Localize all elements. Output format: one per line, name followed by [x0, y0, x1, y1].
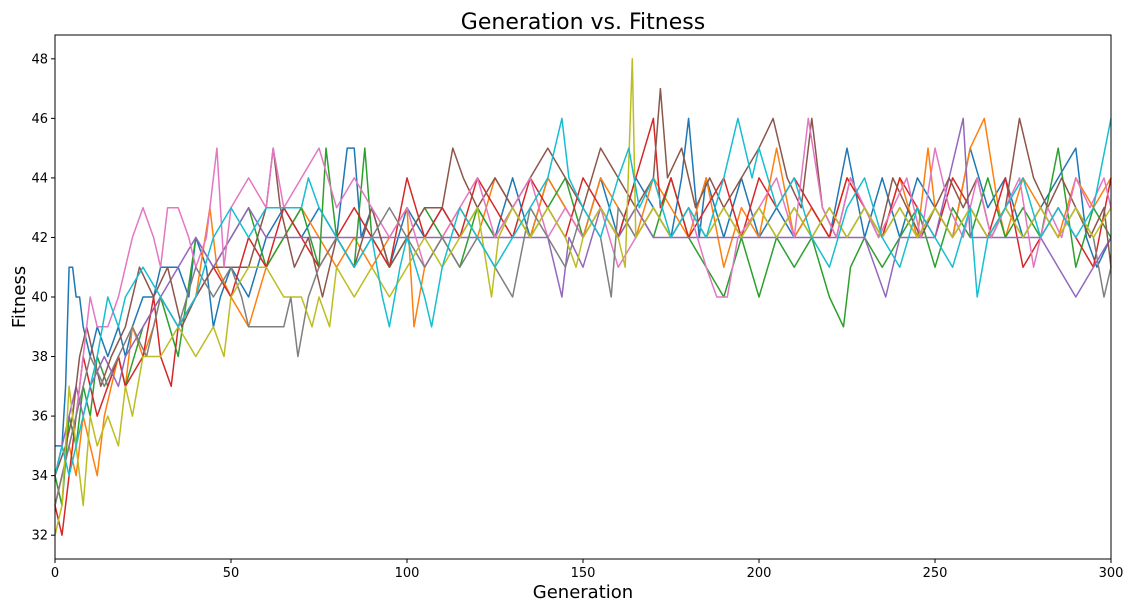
- x-tick-label: 50: [223, 566, 240, 581]
- y-tick-label: 34: [31, 469, 48, 484]
- y-tick-label: 42: [31, 231, 48, 246]
- y-tick-label: 38: [31, 350, 48, 365]
- y-axis-label: Fitness: [9, 266, 30, 328]
- x-tick-label: 200: [747, 566, 772, 581]
- series-line-7: [54, 117, 1112, 506]
- series-line-10: [54, 117, 1112, 477]
- y-tick-label: 44: [31, 171, 48, 186]
- series-line-1: [55, 117, 1112, 447]
- x-tick-label: 100: [395, 566, 420, 581]
- x-axis: 0 50 100 150 200 250 300: [51, 559, 1124, 581]
- y-tick-label: 40: [31, 291, 48, 306]
- plot-area: [54, 58, 1112, 536]
- y-tick-label: 32: [31, 529, 48, 544]
- series-line-6: [54, 87, 1112, 476]
- x-axis-label: Generation: [533, 582, 633, 603]
- x-tick-label: 0: [51, 566, 59, 581]
- chart-title: Generation vs. Fitness: [461, 10, 705, 35]
- y-tick-label: 48: [31, 52, 48, 67]
- y-axis: 32 34 36 38 40 42 44 46 48: [31, 52, 55, 544]
- x-tick-label: 250: [923, 566, 948, 581]
- series-line-8: [54, 206, 1112, 506]
- x-tick-label: 300: [1099, 566, 1124, 581]
- y-tick-label: 46: [31, 112, 48, 127]
- y-tick-label: 36: [31, 410, 48, 425]
- x-tick-label: 150: [571, 566, 596, 581]
